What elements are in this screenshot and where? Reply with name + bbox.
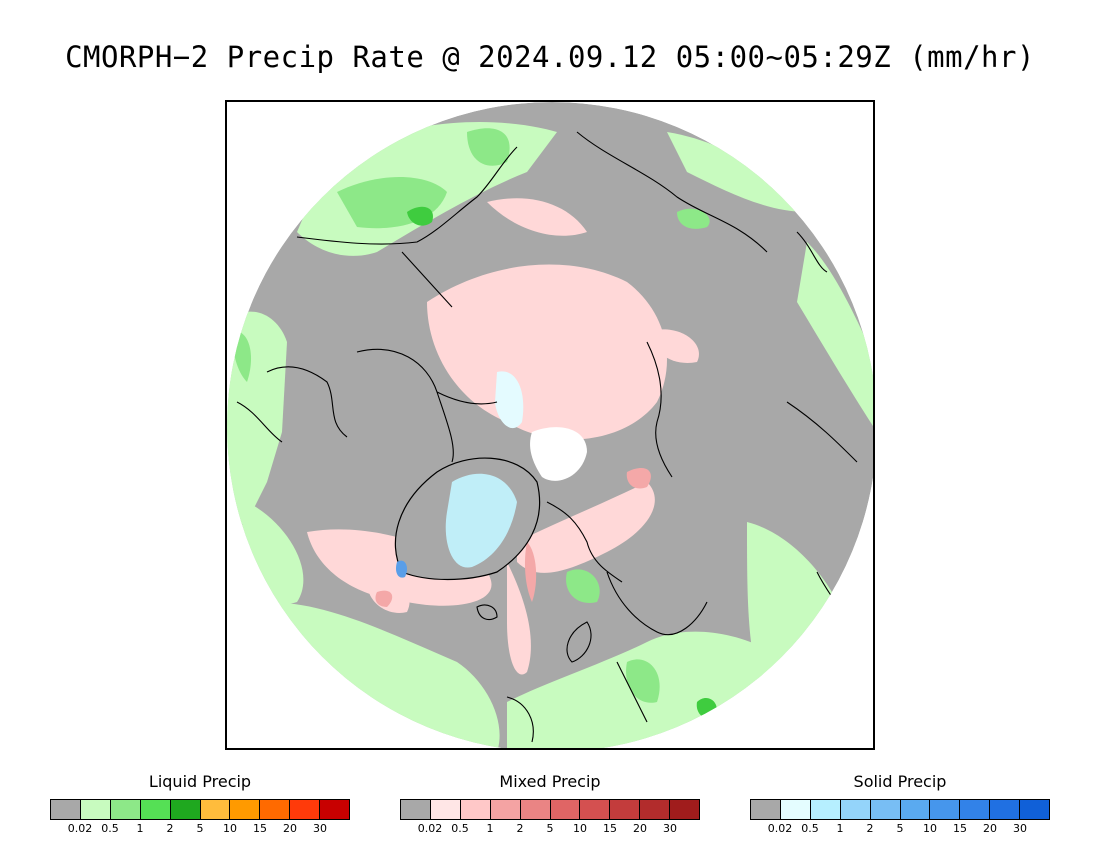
legend-swatch — [900, 800, 931, 819]
legend-swatch — [401, 800, 431, 819]
color-bar — [750, 799, 1050, 820]
legend-swatch — [780, 800, 811, 819]
tick-label: 30 — [663, 822, 677, 835]
legend-swatch — [990, 800, 1021, 819]
legend-title: Liquid Precip — [148, 772, 252, 791]
legend-swatch — [230, 800, 261, 819]
tick-label: 5 — [896, 822, 904, 835]
legend-mixed-precip: Mixed Precip 0.02 0.5 1 2 5 10 15 20 30 — [400, 772, 700, 836]
legend-swatch — [51, 800, 81, 819]
tick-label: 20 — [633, 822, 647, 835]
legend-swatch — [840, 800, 871, 819]
legend-swatch — [610, 800, 641, 819]
legend-liquid-precip: Liquid Precip 0.02 0.5 1 2 5 10 15 20 30 — [50, 772, 350, 836]
legend-swatch — [200, 800, 231, 819]
tick-label: 15 — [603, 822, 617, 835]
tick-label: 1 — [136, 822, 144, 835]
legend-swatch — [520, 800, 551, 819]
tick-label: 5 — [546, 822, 554, 835]
tick-label: 1 — [836, 822, 844, 835]
polar-map-svg — [227, 102, 873, 748]
tick-label: 10 — [573, 822, 587, 835]
tick-label: 20 — [283, 822, 297, 835]
legend-swatch — [80, 800, 111, 819]
legend-solid-precip: Solid Precip 0.02 0.5 1 2 5 10 15 20 30 — [750, 772, 1050, 836]
tick-label: 1 — [486, 822, 494, 835]
legend-swatch — [430, 800, 461, 819]
legend-swatch — [580, 800, 611, 819]
legend-swatch — [320, 800, 350, 819]
tick-label: 2 — [166, 822, 174, 835]
tick-label: 5 — [196, 822, 204, 835]
legend-swatch — [640, 800, 671, 819]
tick-label: 2 — [866, 822, 874, 835]
legend-swatch — [490, 800, 521, 819]
tick-label: 0.5 — [801, 822, 819, 835]
legend-swatch — [170, 800, 201, 819]
legend-swatch — [260, 800, 291, 819]
tick-label: 0.5 — [451, 822, 469, 835]
legend-swatch — [550, 800, 581, 819]
legend-swatch — [930, 800, 961, 819]
legend-swatch — [460, 800, 491, 819]
tick-label: 15 — [253, 822, 267, 835]
tick-label: 0.02 — [67, 822, 93, 835]
chart-title: CMORPH−2 Precip Rate @ 2024.09.12 05:00~… — [65, 40, 1035, 74]
legend-swatch — [290, 800, 321, 819]
legend-title: Mixed Precip — [499, 772, 601, 791]
tick-labels: 0.02 0.5 1 2 5 10 15 20 30 — [750, 820, 1050, 836]
tick-label: 10 — [923, 822, 937, 835]
precip-map — [225, 100, 875, 750]
tick-label: 30 — [313, 822, 327, 835]
tick-label: 20 — [983, 822, 997, 835]
tick-label: 0.02 — [767, 822, 793, 835]
legend-swatch — [960, 800, 991, 819]
tick-label: 0.5 — [101, 822, 119, 835]
solid-precip-regions — [395, 371, 587, 578]
legend-swatch — [110, 800, 141, 819]
legend-swatch — [810, 800, 841, 819]
legend-swatch — [751, 800, 781, 819]
tick-label: 0.02 — [417, 822, 443, 835]
color-bar — [50, 799, 350, 820]
legend-swatch — [670, 800, 700, 819]
legend-swatch — [1020, 800, 1050, 819]
mixed-precip-moderate — [375, 467, 651, 607]
tick-label: 30 — [1013, 822, 1027, 835]
legend-swatch — [870, 800, 901, 819]
color-bar — [400, 799, 700, 820]
legend-title: Solid Precip — [853, 772, 947, 791]
legend-swatch — [140, 800, 171, 819]
tick-label: 15 — [953, 822, 967, 835]
tick-label: 2 — [516, 822, 524, 835]
tick-labels: 0.02 0.5 1 2 5 10 15 20 30 — [400, 820, 700, 836]
tick-labels: 0.02 0.5 1 2 5 10 15 20 30 — [50, 820, 350, 836]
tick-label: 10 — [223, 822, 237, 835]
